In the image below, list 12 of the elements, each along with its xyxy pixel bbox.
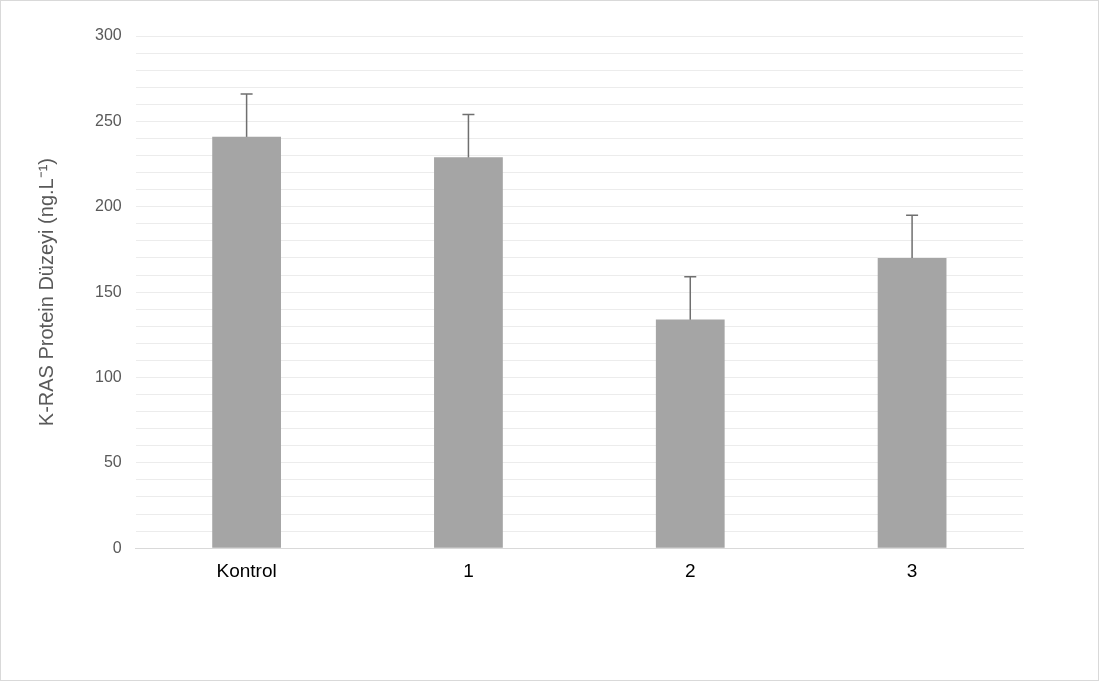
y-tick-label: 200: [94, 197, 122, 215]
y-tick-label: 50: [103, 453, 122, 471]
y-tick-label: 300: [94, 26, 122, 44]
y-axis-title: K-RAS Protein Düzeyi (ng.L⁻¹): [34, 158, 57, 427]
y-tick-label: 100: [94, 367, 122, 385]
x-tick-label: Kontrol: [216, 559, 277, 581]
y-tick-label: 150: [94, 282, 122, 300]
x-tick-label: 3: [906, 559, 918, 581]
x-tick-label: 2: [684, 559, 696, 581]
y-tick-label: 0: [112, 538, 122, 556]
x-tick-label: 1: [463, 559, 474, 581]
y-tick-label: 250: [94, 111, 122, 129]
